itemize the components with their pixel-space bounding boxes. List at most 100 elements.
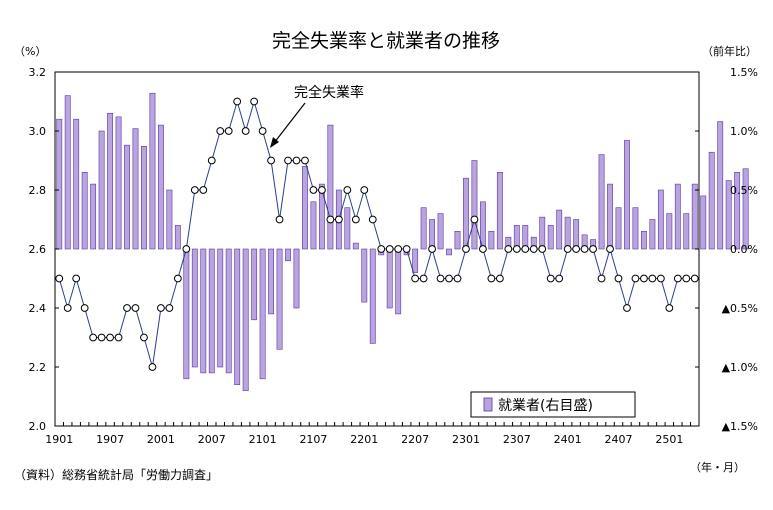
employment-bar (81, 172, 88, 250)
unemployment-rate-point (529, 245, 538, 253)
employment-bar (573, 219, 580, 250)
x-axis-tick-label: 2207 (401, 433, 429, 446)
x-axis-tick-label: 2007 (198, 433, 226, 446)
unemployment-rate-point (512, 245, 521, 253)
x-axis-tick-label: 1901 (45, 433, 73, 446)
employment-bar (352, 242, 359, 250)
unemployment-rate-point (411, 274, 420, 283)
x-axis-tick-label: 2307 (503, 433, 531, 446)
unemployment-rate-point (131, 304, 140, 312)
unemployment-rate-point (385, 245, 394, 253)
employment-bar (547, 225, 554, 250)
employment-bar (598, 154, 605, 250)
employment-bar (607, 183, 613, 250)
employment-bar (615, 207, 622, 250)
unemployment-rate-point (428, 245, 436, 253)
unemployment-rate-point (648, 274, 657, 283)
right-axis-tick-label: 0.0% (730, 243, 758, 256)
unemployment-rate-point (631, 274, 640, 283)
right-axis-tick-label: ▲0.5% (722, 302, 758, 315)
unemployment-rate-point (555, 274, 564, 283)
unemployment-rate-point (80, 304, 89, 312)
employment-bar (632, 207, 639, 250)
unemployment-rate-point (623, 304, 631, 312)
unemployment-rate-point (377, 245, 386, 253)
employment-bar (488, 231, 495, 250)
unemployment-rate-line (58, 99, 695, 368)
employment-bar (208, 248, 215, 374)
unemployment-rate-point (216, 127, 225, 135)
unemployment-rate-point (284, 156, 292, 165)
employment-bar (640, 231, 647, 250)
line-annotation-arrowhead (270, 137, 279, 148)
employment-bar (149, 92, 156, 250)
employment-bar (717, 121, 724, 250)
unemployment-rate-point (640, 274, 648, 283)
employment-bar (166, 189, 173, 250)
employment-bar (293, 248, 300, 309)
legend-label: 就業者(右目盛) (498, 398, 593, 414)
employment-bar (327, 124, 334, 250)
employment-bar (386, 248, 393, 309)
employment-bar (624, 140, 630, 250)
unemployment-rate-point (546, 274, 555, 283)
unemployment-rate-point (656, 274, 665, 283)
right-axis-tick-label: ▲1.0% (722, 361, 758, 374)
x-axis-tick-label: 2401 (554, 433, 582, 446)
unemployment-rate-point (470, 215, 479, 224)
employment-bar (73, 118, 80, 250)
employment-bar (302, 166, 308, 250)
unemployment-rate-point (538, 245, 547, 253)
unemployment-rate-point (597, 274, 606, 283)
unemployment-rate-point (55, 274, 64, 283)
employment-bar (395, 248, 402, 315)
unemployment-rate-point (148, 363, 157, 371)
right-axis-unit: （前年比） (702, 44, 757, 58)
chart-title: 完全失業率と就業者の推移 (272, 30, 500, 52)
unemployment-rate-point (419, 274, 428, 283)
unemployment-rate-point (318, 186, 326, 194)
employment-bar (556, 209, 563, 250)
line-annotation-arrow (273, 102, 306, 144)
unemployment-rate-point (97, 333, 106, 342)
employment-bar (90, 183, 97, 250)
unemployment-rate-point (292, 156, 301, 165)
employment-bar (674, 183, 681, 250)
employment-bar (141, 146, 147, 250)
employment-bar (318, 183, 325, 250)
x-axis-tick-label: 2101 (249, 433, 277, 446)
unemployment-rate-point (114, 333, 123, 342)
left-axis-tick-label: 2.0 (29, 420, 47, 433)
legend: 就業者(右目盛) (470, 391, 636, 418)
employment-bars (56, 92, 749, 391)
unemployment-rate-point (504, 245, 513, 253)
unemployment-rate-point (207, 156, 216, 165)
unemployment-rate-point (63, 304, 72, 312)
left-axis-unit: （%） (14, 45, 46, 58)
left-axis-tick-label: 3.2 (29, 66, 47, 79)
unemployment-rate-point (445, 274, 453, 283)
unemployment-rate-point (436, 274, 445, 283)
unemployment-rate-point (157, 304, 165, 312)
employment-bar (437, 213, 444, 250)
x-axis-unit: （年・月） (690, 460, 745, 474)
unemployment-rate-point (606, 245, 614, 253)
unemployment-rate-point (402, 245, 411, 253)
employment-bar (429, 219, 436, 250)
employment-bar (234, 248, 241, 385)
x-axis-tick-label: 2001 (147, 433, 175, 446)
x-axis-tick-label: 2107 (299, 433, 327, 446)
left-axis-tick-label: 2.2 (29, 361, 47, 374)
unemployment-rate-point (614, 274, 623, 283)
employment-bar (734, 172, 741, 250)
unemployment-rate-point (360, 186, 369, 194)
unemployment-rate-point (351, 215, 360, 224)
axis-ticks: 2.0 2.2 2.4 2.6 2.8 3.0 3.2 ▲1.5% ▲1.0% ▲0.5% 0.0%… (29, 66, 759, 446)
employment-bar (683, 213, 690, 250)
employment-bar (183, 248, 190, 380)
left-axis-tick-label: 2.8 (29, 184, 47, 197)
employment-bar (225, 248, 232, 374)
x-axis-tick-label: 2301 (452, 433, 480, 446)
employment-bar (107, 113, 113, 250)
unemployment-rate-point (563, 245, 572, 253)
